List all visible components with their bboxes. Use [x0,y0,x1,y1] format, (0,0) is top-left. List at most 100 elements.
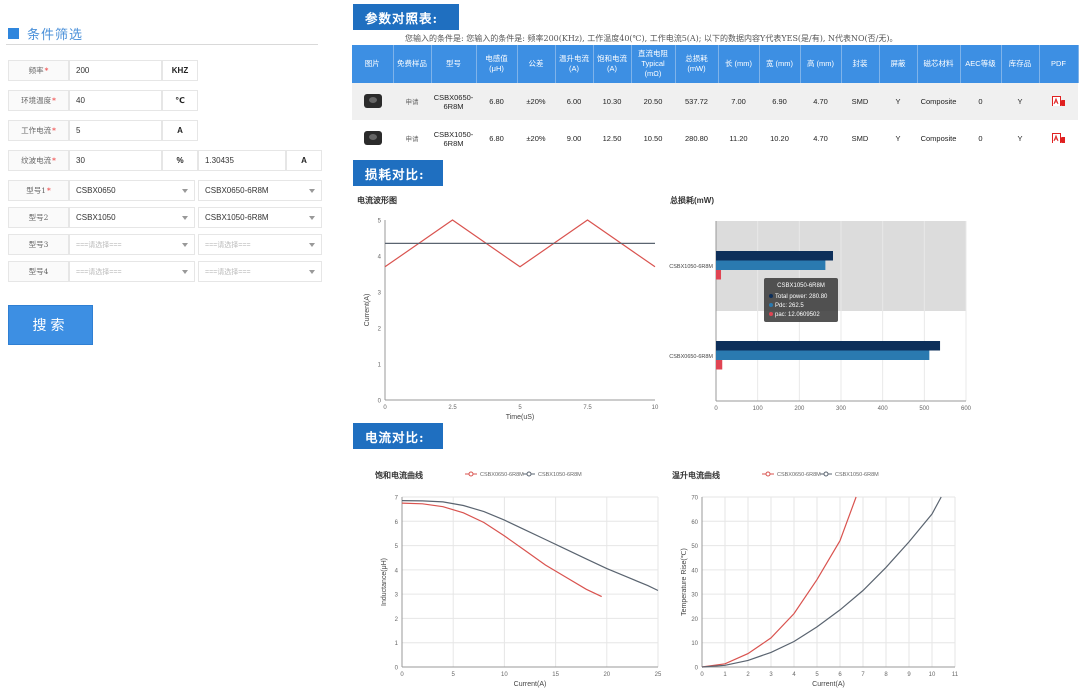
y-tick-label: 0 [395,666,399,672]
legend-label: CSBX0650-6R8M [480,472,524,478]
y-axis-label: Temperature Rise(℃) [681,548,688,616]
tooltip-box [764,278,838,322]
legend-marker [823,471,829,477]
x-tick-label: 8 [884,672,888,678]
ripple-input[interactable]: 30 [69,150,162,171]
y-tick-label: 70 [691,496,698,502]
x-tick-label: 5 [815,672,819,678]
column-header: 屏蔽 [879,45,918,83]
current-input[interactable]: 5 [69,120,162,141]
column-header: 图片 [352,45,394,83]
saturation-current-chart: 0 1 2 3 4 5 6 7 0 5 10 15 20 25 Current(A) Inductance(μ… [381,471,662,688]
inductor-image[interactable] [363,130,382,145]
y-tick-label: 30 [691,593,698,599]
y-tick-label: 5 [395,544,399,550]
x-axis-label: Time(uS) [506,414,535,421]
category-label: CSBX1050-6R8M [669,264,713,270]
core-cell: Composite [917,120,960,157]
sample-link[interactable]: 申请 [393,120,431,157]
frequency-input[interactable]: 200 [69,60,162,81]
field-label: 工作电流 * [8,120,69,141]
model-3-series-select[interactable]: ===请选择=== [69,234,195,255]
search-button[interactable]: 搜索 [8,305,93,345]
y-tick-label: 50 [691,544,698,550]
model-4-series-select[interactable]: ===请选择=== [69,261,195,282]
temperature-rise-chart: 0 10 20 30 40 50 60 70 0 1 2 3 4 5 6 7 8 9 10 11 Current(A) T… [681,471,959,688]
column-header: 温升电流 (A) [555,45,594,83]
width-cell: 6.90 [759,83,800,120]
y-tick-label: 5 [378,219,382,225]
temp-rise-cell: 9.00 [555,120,593,157]
chevron-down-icon [309,189,315,193]
column-header: 免费样品 [393,45,432,83]
temperature-input[interactable]: 40 [69,90,162,111]
x-tick-label: 5 [518,405,522,411]
model-1-part-select[interactable]: CSBX0650-6R8M [198,180,322,201]
chevron-down-icon [309,270,315,274]
chevron-down-icon [182,270,188,274]
x-tick-label: 2 [746,672,750,678]
y-tick-label: 4 [378,255,382,261]
field-label: 型号2 [8,207,69,228]
aec-cell: 0 [960,120,1001,157]
y-tick-label: 0 [695,666,699,672]
x-tick-label: 400 [878,406,889,412]
column-header: 封装 [841,45,880,83]
y-tick-label: 1 [378,363,382,369]
current-waveform-chart: 0 1 2 3 4 5 0 2.5 5 7.5 10 Time(uS) Current(A) [364,219,659,422]
column-header: 库存品 [1001,45,1040,83]
tooltip-title: CSBX1050-6R8M [777,283,825,289]
x-tick-label: 10 [929,672,936,678]
y-tick-label: 20 [691,617,698,623]
series-line [701,496,857,668]
bar [716,350,930,360]
pdf-icon[interactable] [1052,95,1065,106]
x-tick-label: 7 [861,672,865,678]
model-cell[interactable]: CSBX0650-6R8M [431,83,476,120]
model-cell[interactable]: CSBX1050-6R8M [431,120,476,157]
bar [716,360,723,370]
chevron-down-icon [182,243,188,247]
model-4-part-select[interactable]: ===请选择=== [198,261,322,282]
waveform-chart-title: 电流波形图 [357,196,397,205]
core-cell: Composite [917,83,960,120]
saturation-chart-title: 饱和电流曲线 [375,471,423,480]
x-tick-label: 200 [794,406,805,412]
y-tick-label: 7 [395,496,399,502]
params-table: 图片 免费样品 型号 电感值 (μH) 公差 温升电流 (A) 饱和电流 (A)… [352,45,1079,157]
column-header: AEC等级 [960,45,1002,83]
filter-panel: 条件筛选 频率 * 200 KHZ 环境温度 * 40 ℃ 工作电流 * 5 A 纹波… [0,0,325,697]
height-cell: 4.70 [800,83,841,120]
product-image-cell [352,120,393,157]
field-label: 频率 * [8,60,69,81]
x-tick-label: 10 [501,672,508,678]
column-header: 总损耗 (mW) [675,45,719,83]
model-3-part-select[interactable]: ===请选择=== [198,234,322,255]
model-2-series-select[interactable]: CSBX1050 [69,207,195,228]
model-1-series-select[interactable]: CSBX0650 [69,180,195,201]
model-2-part-select[interactable]: CSBX1050-6R8M [198,207,322,228]
x-tick-label: 0 [700,672,704,678]
tolerance-cell: ±20% [517,120,555,157]
x-axis-label: Current(A) [812,681,845,688]
x-tick-label: 10 [652,405,659,411]
stock-cell: Y [1001,120,1039,157]
condition-text: 您输入的条件是: 您输入的条件是: 频率200(KHz), 工作温度40(℃),… [405,34,898,43]
y-tick-label: 2 [378,327,382,333]
pdf-icon[interactable] [1052,132,1065,143]
width-cell: 10.20 [759,120,800,157]
inductor-image[interactable] [363,93,382,108]
y-tick-label: 10 [691,641,698,647]
pdf-cell [1039,83,1078,120]
bar [716,251,833,261]
x-tick-label: 4 [792,672,796,678]
x-tick-label: 15 [552,672,559,678]
dcr-cell: 10.50 [631,120,675,157]
aec-cell: 0 [960,83,1001,120]
legend-label: CSBX0650-6R8M [777,472,821,478]
x-tick-label: 0 [400,672,404,678]
sample-link[interactable]: 申请 [393,83,431,120]
x-tick-label: 300 [836,406,847,412]
loss-section-title: 损耗对比: [353,160,443,186]
y-axis-label: Inductance(μH) [381,558,388,606]
